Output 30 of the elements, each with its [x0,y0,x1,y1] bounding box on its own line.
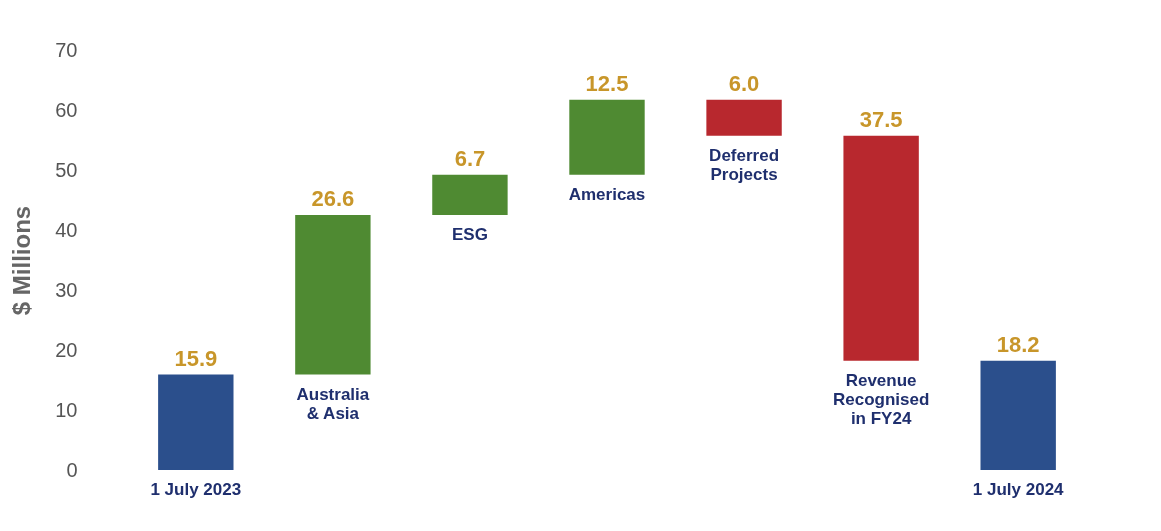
bar [843,135,919,361]
bar [295,215,371,375]
data-label: 26.6 [311,186,355,211]
data-label: 12.5 [585,70,629,96]
bar [432,174,508,215]
y-tick-label: 40 [55,218,78,241]
x-tick-label: Americas [568,184,646,204]
x-tick-label: Deferred Projects [709,145,780,184]
bar [980,360,1056,470]
y-tick-label: 30 [55,278,78,301]
x-tick-label: 1 July 2024 [972,480,1065,499]
bar [706,99,782,136]
data-label: 15.9 [174,345,218,371]
y-tick-label: 0 [66,458,78,481]
y-tick-label: 50 [55,158,78,181]
y-tick-label: 10 [55,398,78,421]
y-tick-label: 70 [55,38,78,61]
bar [158,374,234,470]
x-tick-label: 1 July 2023 [150,480,242,499]
data-label: 18.2 [996,331,1040,357]
data-label: 37.5 [859,106,903,132]
y-axis-title: $ Millions [8,205,36,316]
x-tick-label: Australia & Asia [296,384,370,423]
data-label: 6.0 [728,70,760,96]
x-tick-label: Revenue Recognised in FY24 [832,370,930,428]
bar [569,99,645,175]
x-tick-label: ESG [451,225,488,244]
y-tick-label: 60 [55,98,78,121]
data-label: 6.7 [454,145,486,171]
y-tick-label: 20 [55,338,78,361]
